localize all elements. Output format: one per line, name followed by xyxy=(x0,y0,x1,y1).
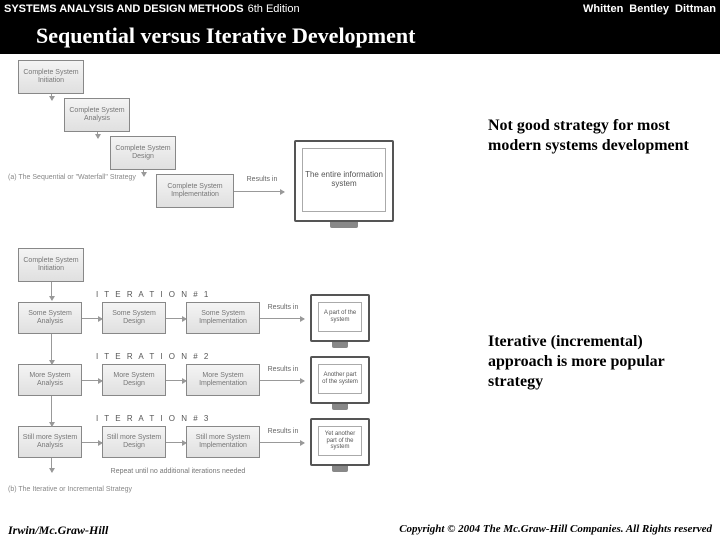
section-b-iterative: Complete System Initiation I T E R A T I… xyxy=(8,248,478,508)
arrow xyxy=(51,396,52,426)
callout-top: Not good strategy for most modern system… xyxy=(488,116,698,156)
waterfall-box-2: Complete System Analysis xyxy=(64,98,130,132)
iter3-box-3: Still more System Implementation xyxy=(186,426,260,458)
panel-b-label: (b) The Iterative or Incremental Strateg… xyxy=(8,486,132,493)
iter2-results: Results in xyxy=(266,366,300,373)
author-2: Bentley xyxy=(629,3,669,15)
book-title: SYSTEMS ANALYSIS AND DESIGN METHODS xyxy=(4,3,244,15)
arrow xyxy=(260,318,304,319)
arrow xyxy=(82,442,102,443)
waterfall-box-4: Complete System Implementation xyxy=(156,174,234,208)
author-3: Dittman xyxy=(675,3,716,15)
section-a-waterfall: Complete System Initiation Complete Syst… xyxy=(8,58,478,248)
book-edition: 6th Edition xyxy=(248,3,300,15)
iteration-1-label: I T E R A T I O N # 1 xyxy=(96,290,210,299)
waterfall-box-3: Complete System Design xyxy=(110,136,176,170)
iteration-3-label: I T E R A T I O N # 3 xyxy=(96,414,210,423)
iter2-monitor: Another part of the system xyxy=(310,356,370,404)
arrow xyxy=(166,380,186,381)
iter1-results: Results in xyxy=(266,304,300,311)
arrow xyxy=(51,282,52,300)
footer: Irwin/Mc.Graw-Hill Copyright © 2004 The … xyxy=(0,523,720,538)
iter3-box-2: Still more System Design xyxy=(102,426,166,458)
callout-bottom: Iterative (incremental) approach is more… xyxy=(488,332,698,392)
iterative-init-box: Complete System Initiation xyxy=(18,248,84,282)
arrow xyxy=(51,458,52,472)
footer-left: Irwin/Mc.Graw-Hill xyxy=(8,523,108,538)
slide-title: Sequential versus Iterative Development xyxy=(36,23,415,49)
arrow xyxy=(51,334,52,364)
repeat-note: Repeat until no additional iterations ne… xyxy=(108,468,248,475)
arrow xyxy=(166,442,186,443)
iter1-monitor: A part of the system xyxy=(310,294,370,342)
iteration-2-row: More System Analysis More System Design … xyxy=(18,364,468,404)
monitor-full-system-text: The entire information system xyxy=(302,148,386,212)
arrow xyxy=(82,380,102,381)
iter3-monitor: Yet another part of the system xyxy=(310,418,370,466)
iter1-monitor-text: A part of the system xyxy=(318,302,362,332)
book-authors: Whitten Bentley Dittman xyxy=(583,3,716,15)
iter2-box-2: More System Design xyxy=(102,364,166,396)
author-1: Whitten xyxy=(583,3,623,15)
iter3-monitor-text: Yet another part of the system xyxy=(318,426,362,456)
slide-title-bar: Sequential versus Iterative Development xyxy=(0,18,720,54)
iter2-box-3: More System Implementation xyxy=(186,364,260,396)
iteration-2-label: I T E R A T I O N # 2 xyxy=(96,352,210,361)
slide-content: Complete System Initiation Complete Syst… xyxy=(0,54,720,514)
iter2-monitor-text: Another part of the system xyxy=(318,364,362,394)
panel-a-label: (a) The Sequential or "Waterfall" Strate… xyxy=(8,174,136,181)
arrow xyxy=(51,94,52,100)
arrow xyxy=(234,191,284,192)
monitor-full-system: The entire information system xyxy=(294,140,394,222)
book-header-left: SYSTEMS ANALYSIS AND DESIGN METHODS 6th … xyxy=(4,3,300,15)
iteration-3-row: Still more System Analysis Still more Sy… xyxy=(18,426,468,466)
arrow xyxy=(260,380,304,381)
arrow xyxy=(143,170,144,176)
iter2-box-1: More System Analysis xyxy=(18,364,82,396)
arrow xyxy=(166,318,186,319)
iter3-results: Results in xyxy=(266,428,300,435)
iter1-box-2: Some System Design xyxy=(102,302,166,334)
diagram: Complete System Initiation Complete Syst… xyxy=(8,58,478,508)
waterfall-box-1: Complete System Initiation xyxy=(18,60,84,94)
iter1-box-1: Some System Analysis xyxy=(18,302,82,334)
iteration-1-row: Some System Analysis Some System Design … xyxy=(18,302,468,342)
arrow xyxy=(97,132,98,138)
results-label: Results in xyxy=(242,176,282,183)
book-header: SYSTEMS ANALYSIS AND DESIGN METHODS 6th … xyxy=(0,0,720,18)
arrow xyxy=(260,442,304,443)
iter3-box-1: Still more System Analysis xyxy=(18,426,82,458)
footer-right: Copyright © 2004 The Mc.Graw-Hill Compan… xyxy=(399,523,712,538)
iter1-box-3: Some System Implementation xyxy=(186,302,260,334)
arrow xyxy=(82,318,102,319)
